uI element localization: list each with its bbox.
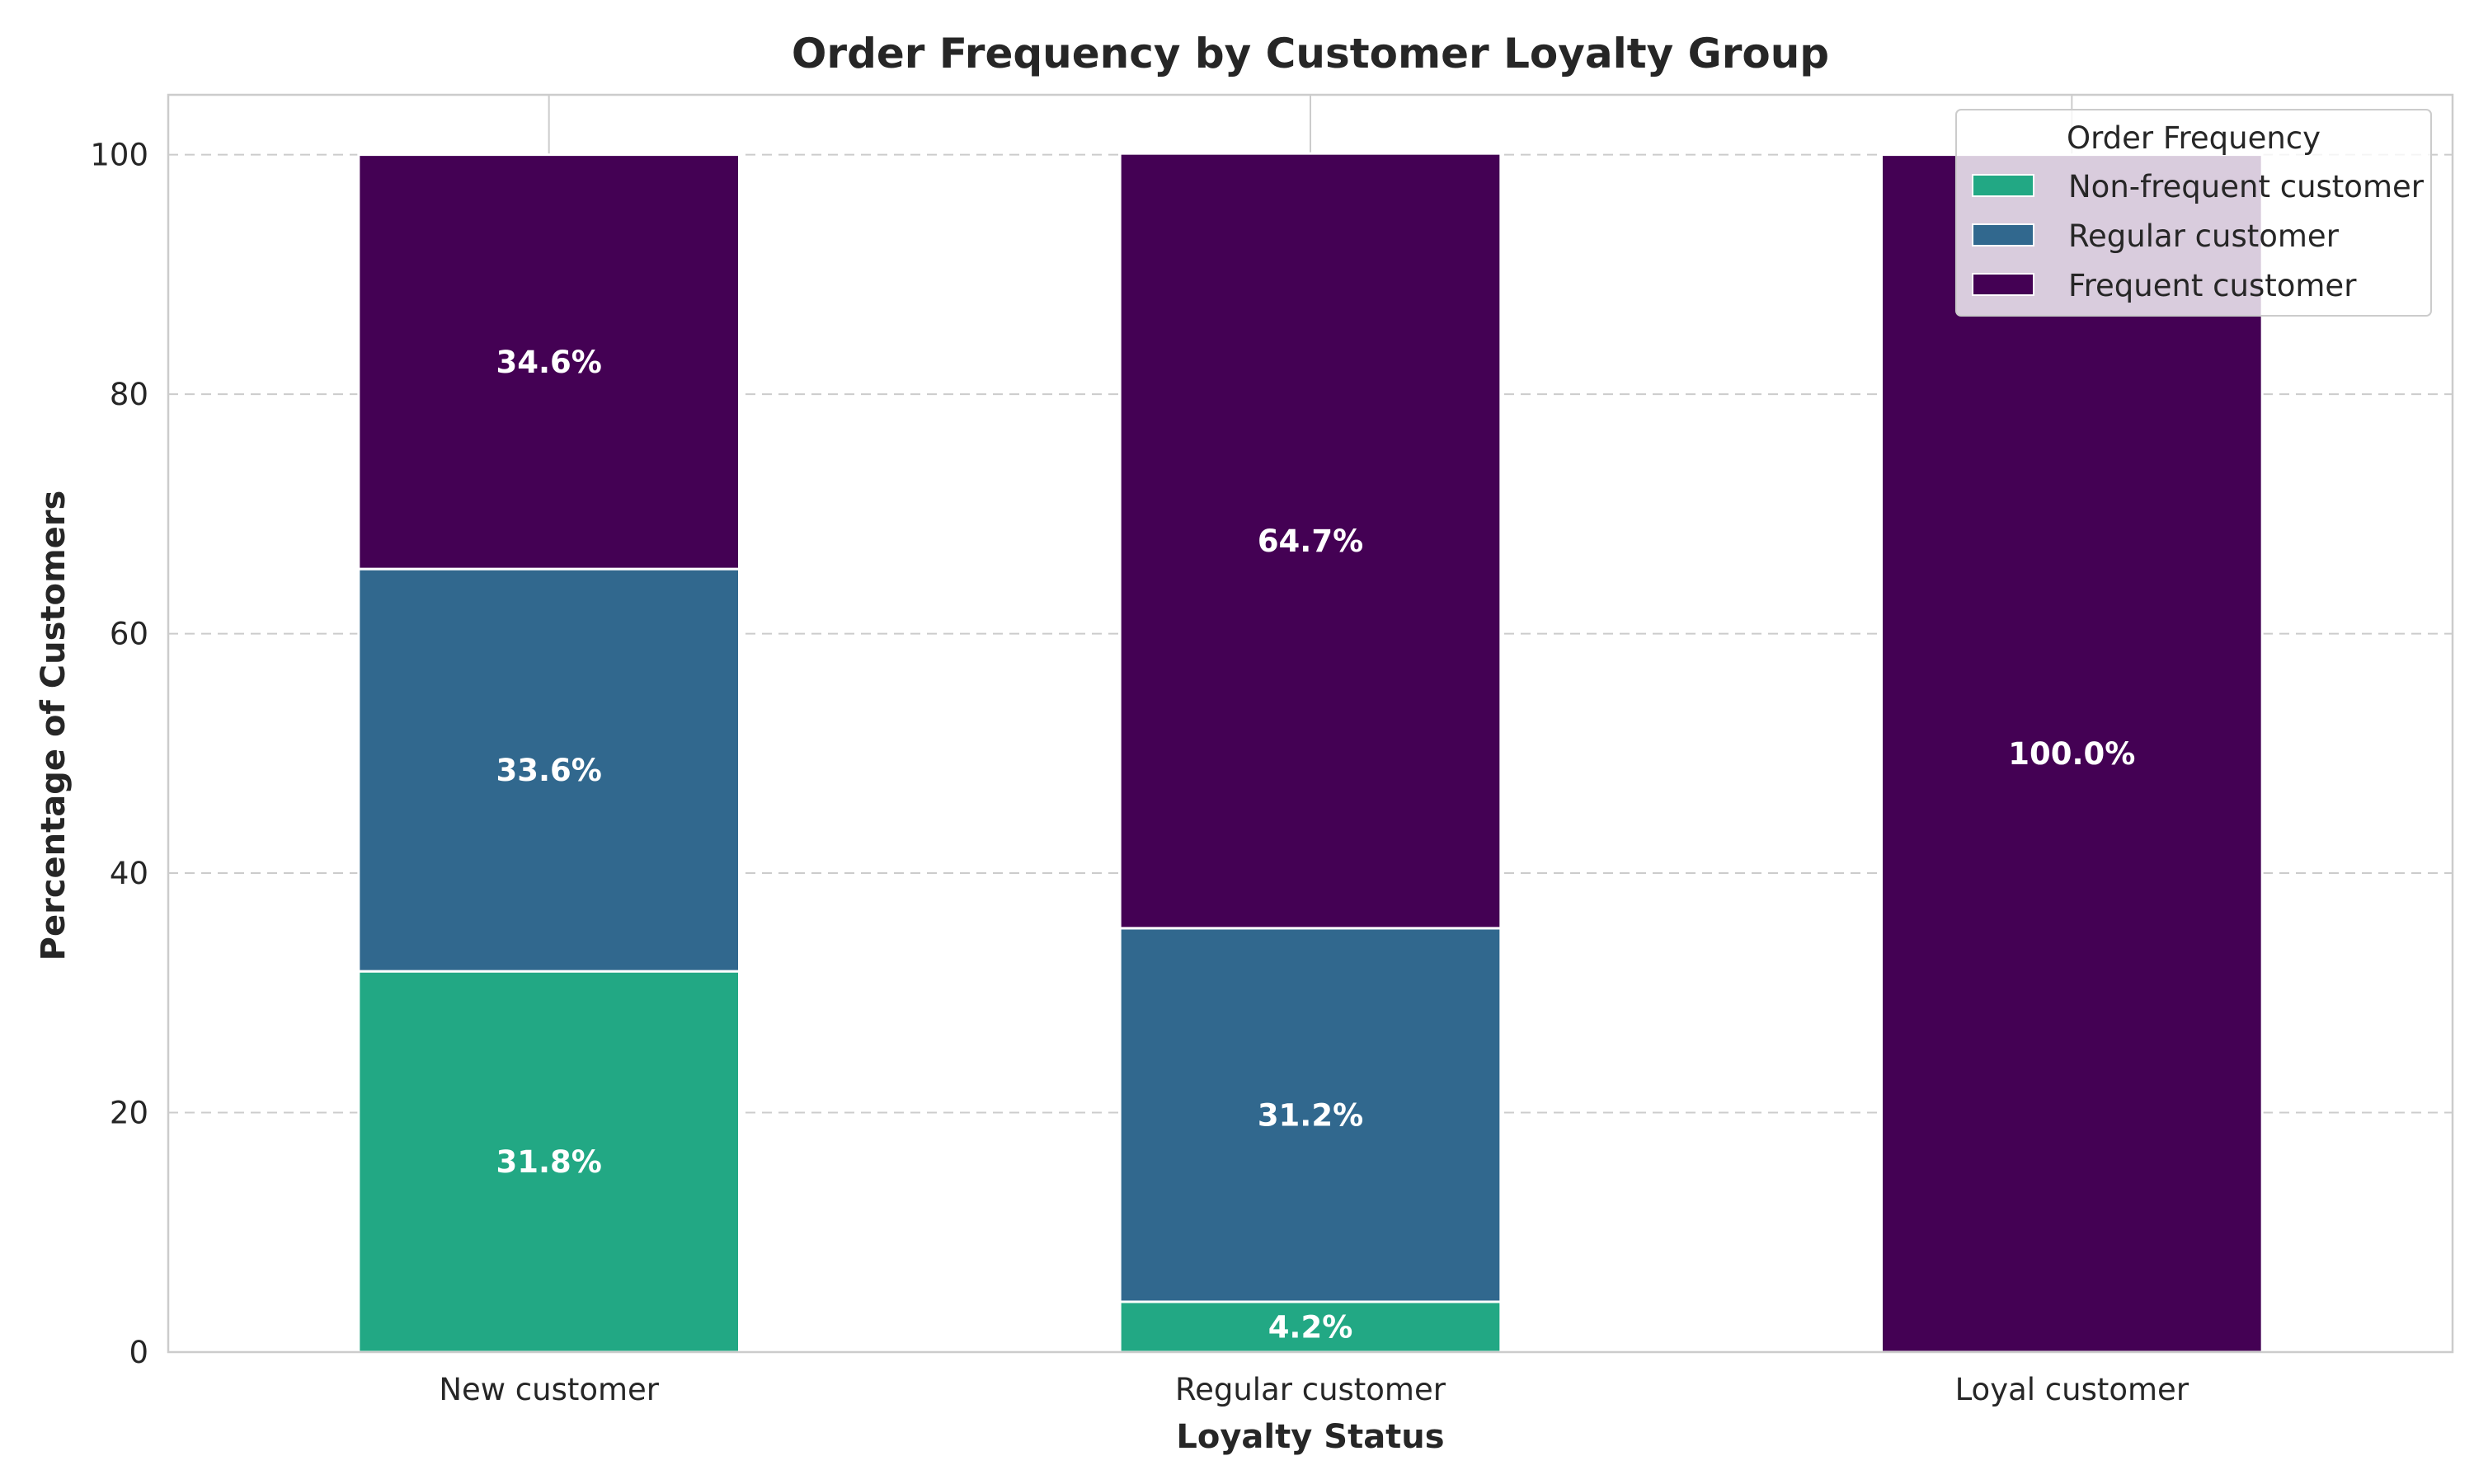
bar-segment [1118, 927, 1503, 1303]
bars [357, 152, 2264, 1354]
legend-entry-label: Frequent customer [2068, 268, 2357, 303]
x-axis-label: Loyalty Status [1176, 1418, 1444, 1456]
data-label: 34.6% [496, 345, 601, 380]
x-tick-label: Regular customer [1175, 1372, 1446, 1407]
data-label: 4.2% [1268, 1310, 1353, 1345]
bar-segment [357, 567, 741, 973]
data-label: 100.0% [2008, 736, 2135, 772]
bar-segment [1880, 153, 2264, 1354]
axes: 0 20 40 60 80 100 New customer Regular customer… [90, 138, 2189, 1407]
y-tick-label: 40 [110, 856, 148, 891]
data-label: 33.6% [496, 753, 601, 788]
legend-box [1955, 109, 2432, 317]
y-axis-label: Percentage of Customers [35, 491, 73, 961]
legend-swatch [1972, 223, 2034, 247]
legend-title: Order Frequency [2067, 120, 2321, 156]
data-label: 64.7% [1258, 524, 1363, 559]
legend-swatch [1972, 174, 2034, 197]
bar-segment [1118, 152, 1503, 930]
data-label: 31.2% [1258, 1097, 1363, 1133]
data-labels: 31.8% 33.6% 34.6% 4.2% 31.2% 64.7% 100.0% [496, 345, 2135, 1345]
bar-segment [357, 153, 741, 571]
chart-title: Order Frequency by Customer Loyalty Grou… [792, 30, 1829, 77]
x-tick-label: Loyal customer [1955, 1372, 2189, 1407]
bar-segment [357, 970, 741, 1354]
y-tick-label: 0 [129, 1335, 148, 1370]
legend-swatch [1972, 273, 2034, 296]
data-label: 31.8% [496, 1144, 601, 1180]
x-tick-label: New customer [439, 1372, 659, 1407]
legend-entry-label: Non-frequent customer [2068, 169, 2425, 204]
plot-frame [167, 93, 2454, 1354]
y-tick-label: 80 [110, 377, 148, 412]
y-tick-label: 60 [110, 617, 148, 652]
legend-entry-label: Regular customer [2068, 218, 2340, 254]
y-tick-label: 100 [90, 138, 148, 173]
legend: Order Frequency Non-frequent customer Reg… [1955, 109, 2432, 317]
y-tick-label: 20 [110, 1096, 148, 1131]
